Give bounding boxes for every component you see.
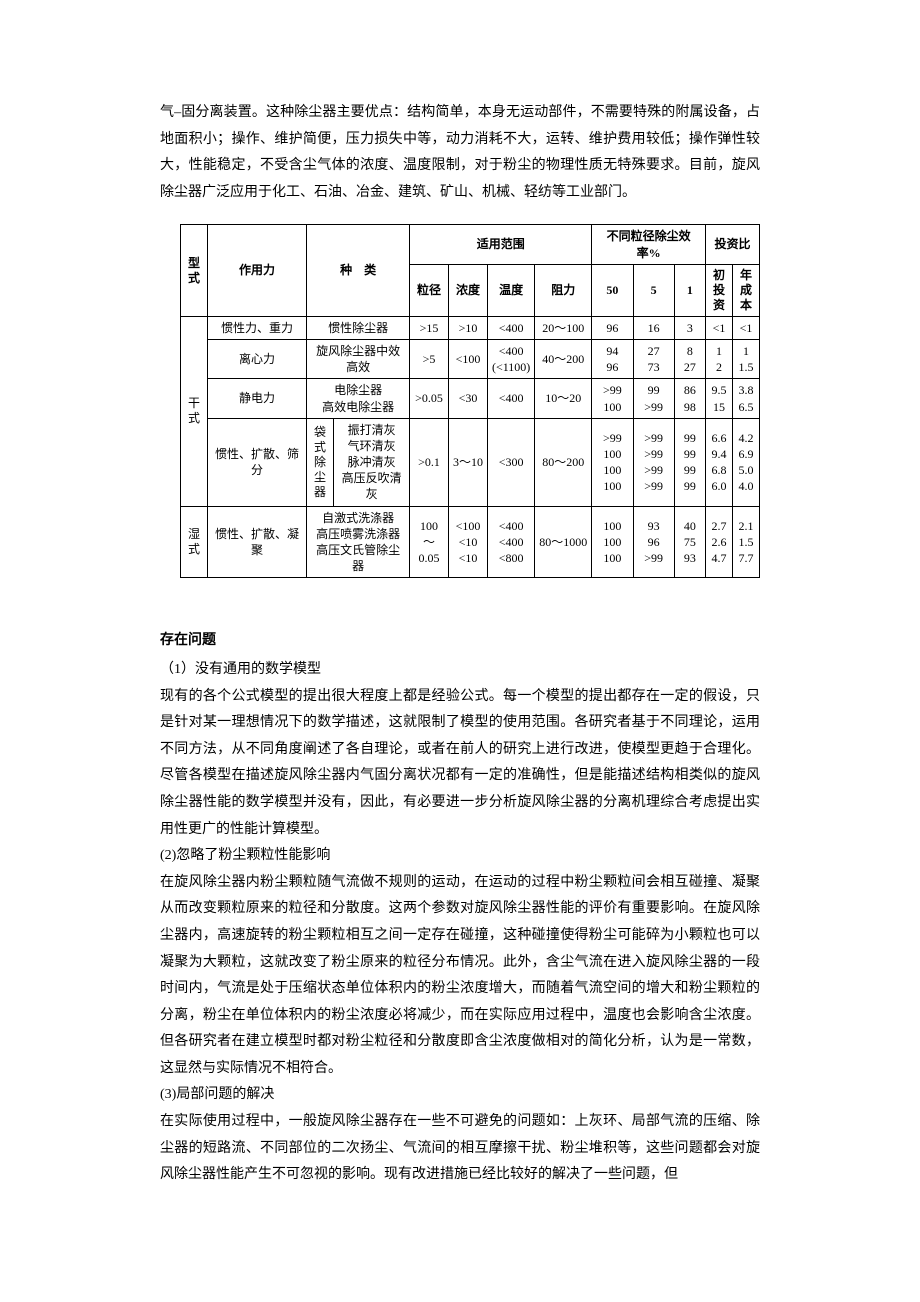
cell: 3.86.5	[733, 379, 760, 418]
cell: 12	[706, 339, 733, 378]
table-row: 湿式 惯性、扩散、凝聚 自激式洗涤器高压喷雾洗涤器高压文氏管除尘器 100～0.…	[181, 506, 760, 578]
cell: 10～20	[535, 379, 592, 418]
cell: >0.1	[410, 418, 449, 506]
table-row: 干式 惯性力、重力 惯性除尘器 >15 >10 <400 20～100 96 1…	[181, 316, 760, 339]
cell: <400	[487, 379, 534, 418]
table-row: 离心力 旋风除尘器中效高效 >5 <100 <400(<1100) 40～200…	[181, 339, 760, 378]
cell: 8698	[674, 379, 705, 418]
cell: 407593	[674, 506, 705, 578]
col-conc: 浓度	[448, 264, 487, 316]
document-page: 气–固分离装置。这种除尘器主要优点：结构简单，本身无运动部件，不需要特殊的附属设…	[80, 0, 840, 1249]
col-init: 初投资	[706, 264, 733, 316]
cell: 9396>99	[633, 506, 674, 578]
cell: >5	[410, 339, 449, 378]
table-header-row-1: 型式 作用力 种 类 适用范围 不同粒径除尘效率% 投资比	[181, 225, 760, 264]
cell: 20～100	[535, 316, 592, 339]
cell-kind: 惯性除尘器	[307, 316, 410, 339]
col-temp: 温度	[487, 264, 534, 316]
cell: >99100	[592, 379, 633, 418]
problem-1-body: 现有的各个公式模型的提出很大程度上都是经验公式。每一个模型的提出都存在一定的假设…	[160, 684, 760, 844]
intro-paragraph: 气–固分离装置。这种除尘器主要优点：结构简单，本身无运动部件，不需要特殊的附属设…	[160, 100, 760, 206]
cell: >99100100100	[592, 418, 633, 506]
col-e50: 50	[592, 264, 633, 316]
col-diam: 粒径	[410, 264, 449, 316]
col-resist: 阻力	[535, 264, 592, 316]
cell: 2.11.57.7	[733, 506, 760, 578]
problem-2-body: 在旋风除尘器内粉尘颗粒随气流做不规则的运动，在运动的过程中粉尘颗粒间会相互碰撞、…	[160, 870, 760, 1083]
cell: 100100100	[592, 506, 633, 578]
cell: <100	[448, 339, 487, 378]
cell: <1	[733, 316, 760, 339]
col-year: 年成本	[733, 264, 760, 316]
table-row: 静电力 电除尘器高效电除尘器 >0.05 <30 <400 10～20 >991…	[181, 379, 760, 418]
cell: 2773	[633, 339, 674, 378]
cell: 9.515	[706, 379, 733, 418]
col-invest-group: 投资比	[706, 225, 760, 264]
cell: 827	[674, 339, 705, 378]
cell-kind: 电除尘器高效电除尘器	[307, 379, 410, 418]
cell: 80～200	[535, 418, 592, 506]
cell-force: 惯性、扩散、筛分	[208, 418, 307, 506]
cell: <400(<1100)	[487, 339, 534, 378]
col-kind: 种 类	[307, 225, 410, 316]
cell: >10	[448, 316, 487, 339]
cell: <300	[487, 418, 534, 506]
cell: 99999999	[674, 418, 705, 506]
cell: 3	[674, 316, 705, 339]
cell-kind: 旋风除尘器中效高效	[307, 339, 410, 378]
cell: <400<400<800	[487, 506, 534, 578]
cell-kind-outer: 袋式除尘器	[307, 418, 334, 506]
col-eff-group: 不同粒径除尘效率%	[592, 225, 706, 264]
cell: 2.72.64.7	[706, 506, 733, 578]
cell: 16	[633, 316, 674, 339]
dust-collector-table: 型式 作用力 种 类 适用范围 不同粒径除尘效率% 投资比 粒径 浓度 温度 阻…	[180, 224, 760, 578]
table-row: 惯性、扩散、筛分 袋式除尘器 振打清灰气环清灰脉冲清灰高压反吹清灰 >0.1 3…	[181, 418, 760, 506]
cell: <100<10<10	[448, 506, 487, 578]
cell: 4.26.95.04.0	[733, 418, 760, 506]
cell: >15	[410, 316, 449, 339]
cell-force: 离心力	[208, 339, 307, 378]
cell: 96	[592, 316, 633, 339]
cell: <1	[706, 316, 733, 339]
cell-force: 惯性、扩散、凝聚	[208, 506, 307, 578]
problem-3-body: 在实际使用过程中，一般旋风除尘器存在一些不可避免的问题如：上灰环、局部气流的压缩…	[160, 1109, 760, 1189]
problems-title: 存在问题	[160, 628, 760, 655]
problem-3-title: (3)局部问题的解决	[160, 1082, 760, 1109]
col-scope-group: 适用范围	[410, 225, 592, 264]
cell-force: 静电力	[208, 379, 307, 418]
problem-2-title: (2)忽略了粉尘颗粒性能影响	[160, 843, 760, 870]
dry-label: 干式	[181, 316, 208, 506]
cell: >99>99>99>99	[633, 418, 674, 506]
col-force: 作用力	[208, 225, 307, 316]
col-e5: 5	[633, 264, 674, 316]
cell: 99>99	[633, 379, 674, 418]
cell: <400	[487, 316, 534, 339]
cell: 3～10	[448, 418, 487, 506]
cell-kind: 自激式洗涤器高压喷雾洗涤器高压文氏管除尘器	[307, 506, 410, 578]
wet-label: 湿式	[181, 506, 208, 578]
col-type: 型式	[181, 225, 208, 316]
col-e1: 1	[674, 264, 705, 316]
cell: <30	[448, 379, 487, 418]
cell: >0.05	[410, 379, 449, 418]
cell: 80～1000	[535, 506, 592, 578]
cell: 6.69.46.86.0	[706, 418, 733, 506]
cell-kind-inner: 振打清灰气环清灰脉冲清灰高压反吹清灰	[334, 418, 410, 506]
cell: 9496	[592, 339, 633, 378]
problem-1-title: （1）没有通用的数学模型	[160, 657, 760, 684]
cell-force: 惯性力、重力	[208, 316, 307, 339]
cell: 40～200	[535, 339, 592, 378]
cell: 11.5	[733, 339, 760, 378]
cell: 100～0.05	[410, 506, 449, 578]
